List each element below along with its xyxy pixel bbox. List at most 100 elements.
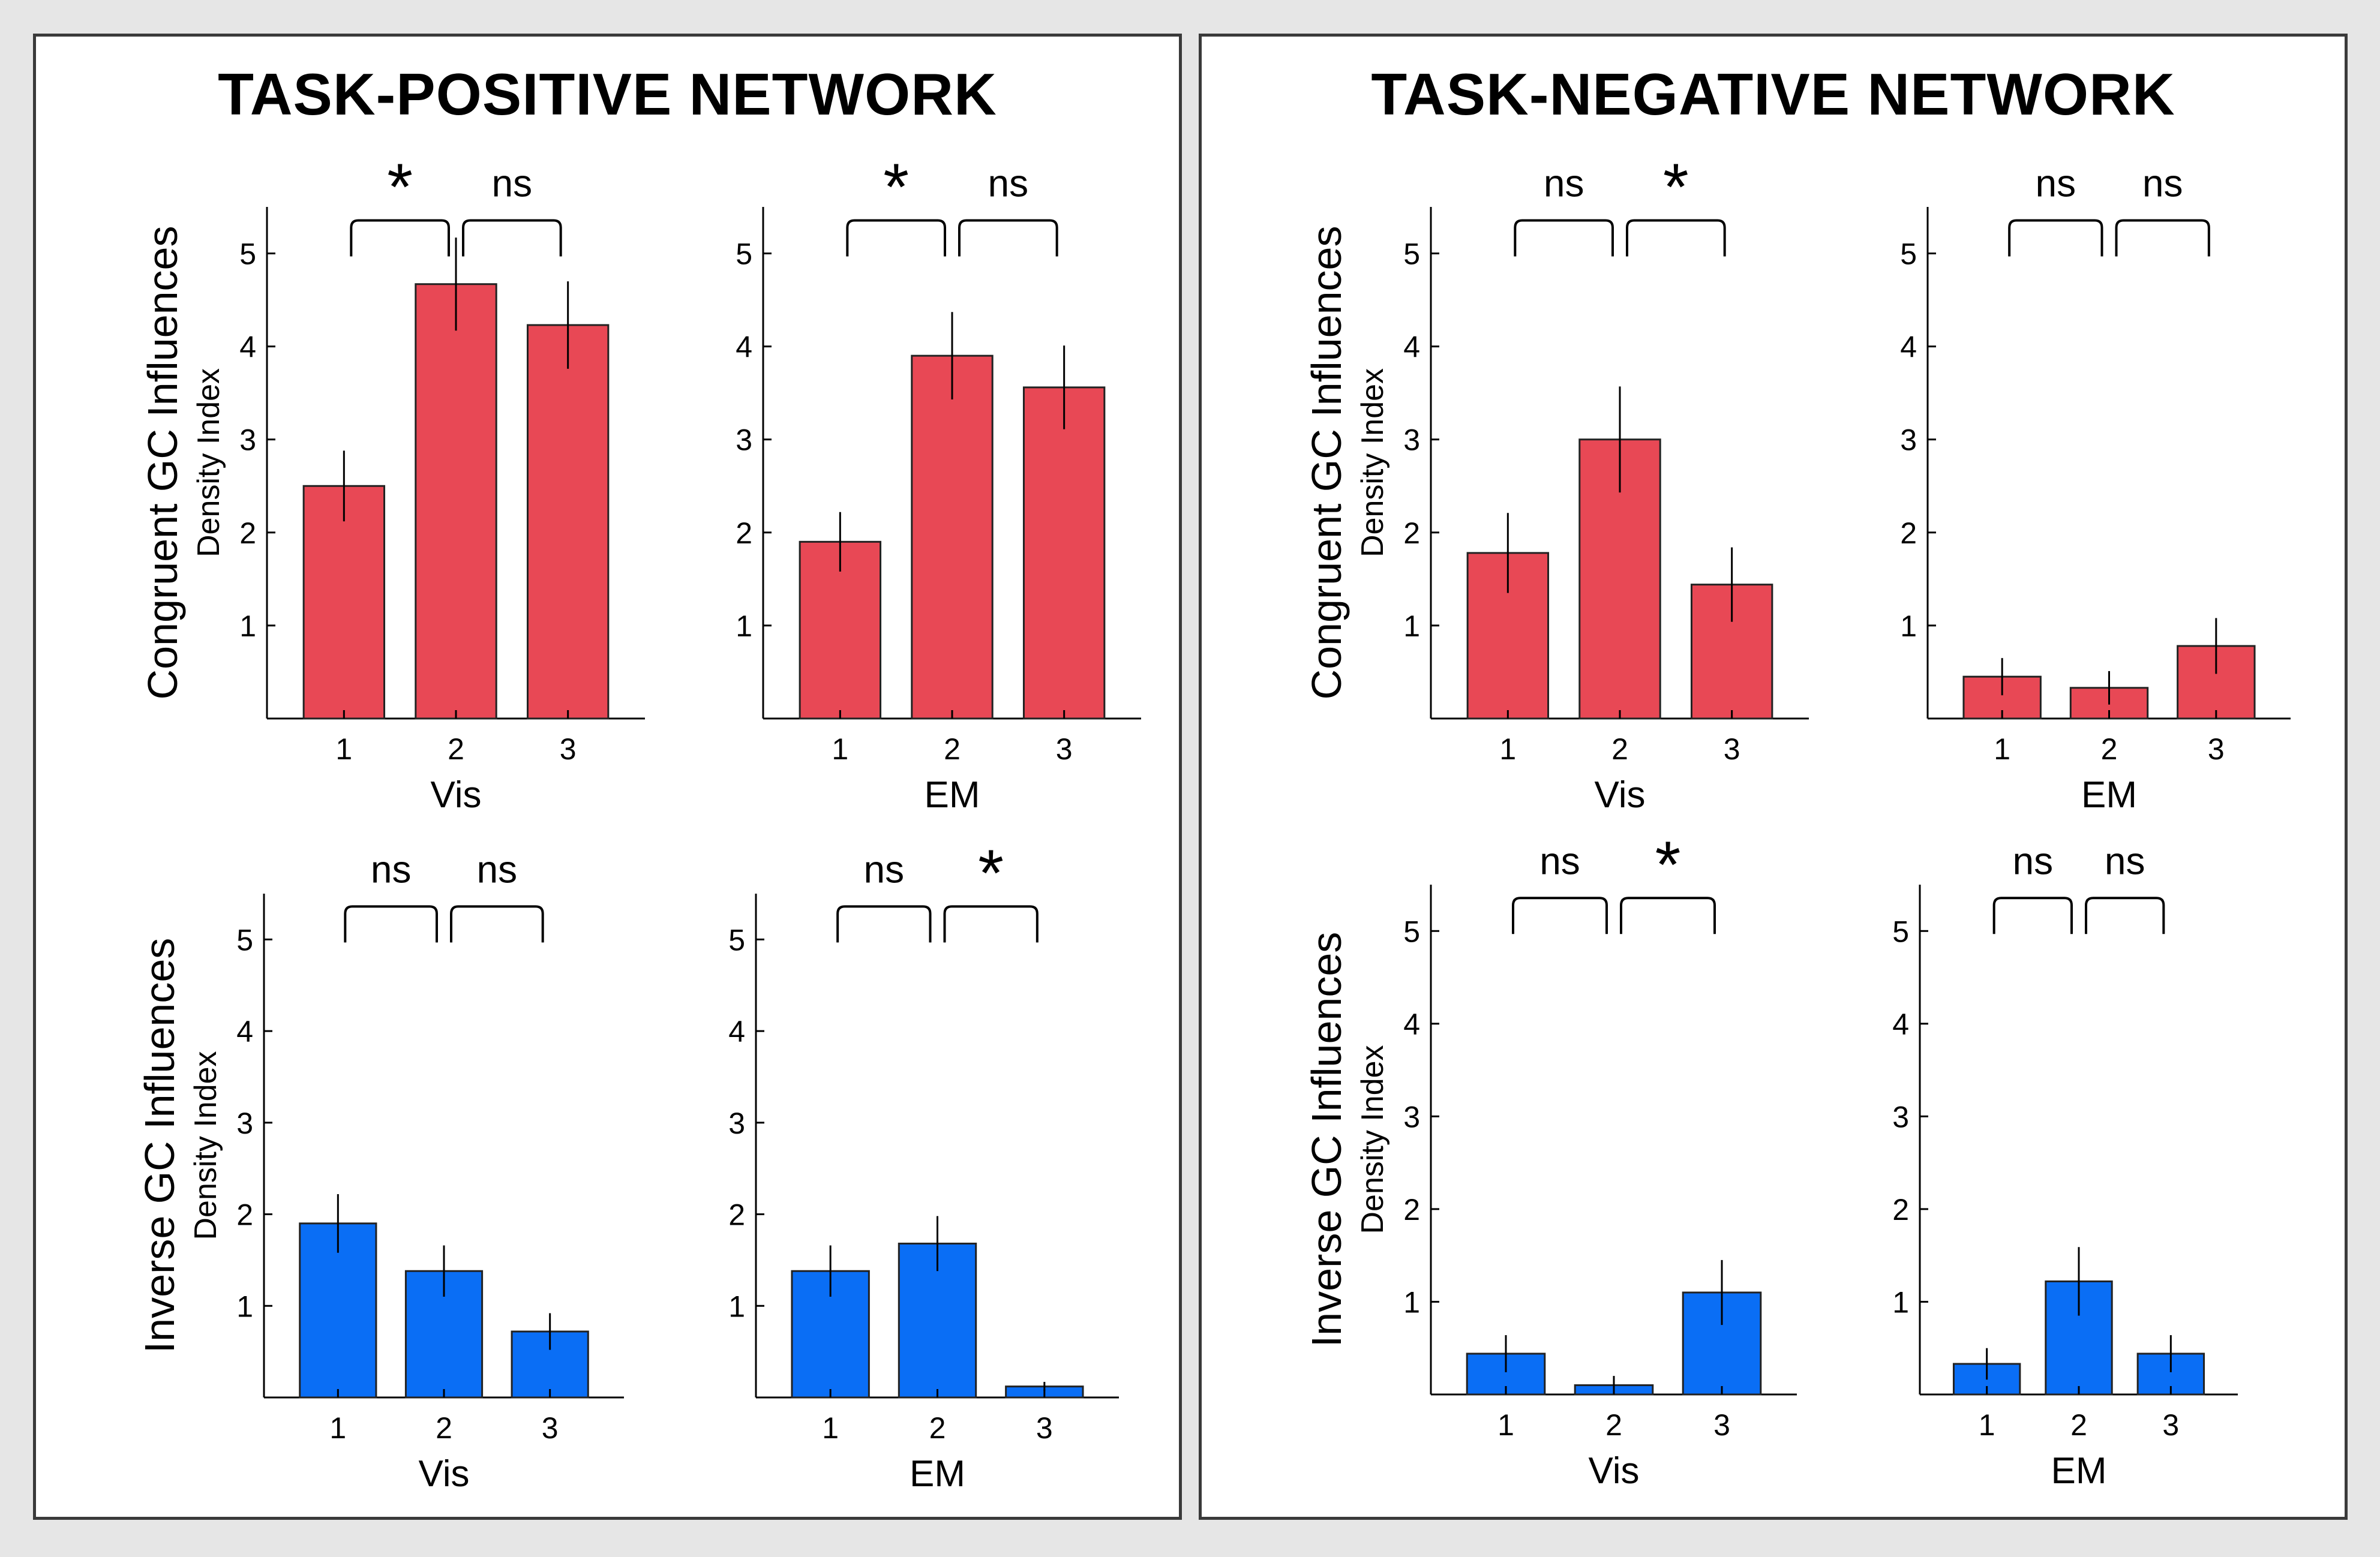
y-tick-label: 2	[736, 516, 752, 550]
significance-label: ns	[1539, 839, 1580, 882]
x-tick-label: 3	[1036, 1411, 1053, 1445]
task-positive-panel: TASK-POSITIVE NETWORK	[33, 34, 1182, 1520]
y-tick-label: 5	[1900, 238, 1917, 271]
significance-bracket	[2008, 219, 2103, 257]
x-tick-label: 1	[329, 1411, 346, 1445]
y-tick-label: 1	[1403, 1285, 1420, 1319]
significance-label: ns	[2036, 162, 2076, 205]
task-negative-panel: TASK-NEGATIVE NETWORK	[1199, 34, 2348, 1520]
bar-2	[415, 283, 497, 720]
significance-label: ns	[1544, 162, 1584, 205]
x-tick-label: 2	[929, 1411, 946, 1445]
x-axis-label: Vis	[1594, 774, 1645, 816]
significance-bracket	[836, 905, 932, 943]
x-tick-label: 2	[2101, 732, 2118, 766]
x-tick-label: 3	[560, 732, 577, 766]
x-axis-label: EM	[925, 774, 980, 816]
significance-bracket	[450, 905, 544, 943]
tnn-congruent-em-chart: 1 2 3 4 5 1 2 3 EM ns ns	[1900, 162, 2291, 816]
significance-bracket	[958, 219, 1058, 257]
x-tick-label: 3	[1724, 732, 1740, 766]
y-tick-label: 3	[1403, 423, 1420, 457]
y-tick-label: 5	[1403, 238, 1420, 271]
y-axis-sublabel: Density Index	[1355, 1045, 1390, 1234]
significance-bracket	[350, 219, 450, 257]
y-tick-label: 3	[1892, 1100, 1909, 1134]
x-tick-label: 3	[1713, 1408, 1730, 1442]
significance-bracket	[943, 905, 1039, 943]
x-tick-label: 1	[832, 732, 848, 766]
y-tick-label: 5	[1403, 915, 1420, 948]
y-tick-label: 2	[236, 1198, 253, 1232]
significance-label: *	[1655, 828, 1681, 901]
bar-3	[526, 324, 610, 720]
x-axis-label: Vis	[418, 1453, 469, 1495]
y-tick-label: 2	[239, 516, 256, 550]
tpn-inverse-em-chart: 1 2 3 4 5 1 2 3 EM ns *	[728, 836, 1119, 1495]
y-tick-label: 5	[736, 238, 752, 271]
significance-label: *	[883, 151, 909, 224]
y-tick-label: 5	[239, 238, 256, 271]
y-tick-label: 4	[728, 1015, 745, 1048]
significance-bracket	[2115, 219, 2210, 257]
x-tick-label: 1	[1499, 732, 1516, 766]
significance-bracket	[1626, 219, 1726, 257]
y-axis-sublabel: Density Index	[188, 1051, 223, 1240]
x-tick-label: 2	[944, 732, 961, 766]
y-tick-label: 1	[239, 609, 256, 643]
significance-label: ns	[988, 162, 1029, 205]
significance-label: ns	[864, 847, 905, 891]
y-tick-label: 4	[1403, 1008, 1420, 1041]
y-axis-label: Inverse GC Influences	[1303, 932, 1350, 1348]
y-tick-label: 3	[1403, 1100, 1420, 1134]
y-axis-label: Congruent GC Influences	[1303, 226, 1350, 700]
x-tick-label: 2	[436, 1411, 452, 1445]
y-axis-label: Inverse GC Influences	[136, 938, 183, 1354]
x-tick-label: 1	[1497, 1408, 1514, 1442]
tnn-inverse-em-chart: 1 2 3 4 5 1 2 3 EM ns ns	[1892, 839, 2238, 1492]
y-tick-label: 1	[736, 609, 752, 643]
y-tick-label: 1	[1403, 609, 1420, 643]
x-tick-label: 1	[1994, 732, 2010, 766]
x-tick-label: 1	[1979, 1408, 1995, 1442]
x-axis-label: EM	[2051, 1450, 2107, 1492]
tnn-inverse-vis-chart: 1 2 3 4 5 1 2 3 Vis Inverse GC Influences Density …	[1303, 828, 1797, 1492]
x-tick-label: 2	[2070, 1408, 2087, 1442]
x-tick-label: 1	[822, 1411, 839, 1445]
y-tick-label: 3	[728, 1107, 745, 1140]
y-tick-label: 1	[728, 1290, 745, 1323]
y-axis-sublabel: Density Index	[191, 368, 226, 557]
significance-bracket	[2085, 897, 2165, 934]
y-tick-label: 5	[236, 923, 253, 957]
y-tick-label: 4	[236, 1015, 253, 1048]
y-tick-label: 5	[1892, 915, 1909, 948]
y-tick-label: 2	[1892, 1193, 1909, 1227]
significance-bracket	[462, 219, 562, 257]
significance-bracket	[846, 219, 946, 257]
significance-label: ns	[477, 847, 518, 891]
x-axis-label: EM	[910, 1453, 965, 1495]
significance-label: ns	[2105, 839, 2145, 882]
x-tick-label: 3	[2208, 732, 2225, 766]
x-tick-label: 2	[1611, 732, 1628, 766]
y-tick-label: 2	[1403, 1193, 1420, 1227]
y-tick-label: 5	[728, 923, 745, 957]
y-tick-label: 4	[1403, 330, 1420, 364]
tpn-inverse-vis-chart: 1 2 3 4 5 1 2 3 Vis Inverse GC Influences Density …	[136, 847, 624, 1495]
y-axis-label: Congruent GC Influences	[139, 226, 186, 700]
y-tick-label: 2	[1900, 516, 1917, 550]
y-axis-sublabel: Density Index	[1355, 368, 1390, 557]
significance-label: ns	[492, 162, 533, 205]
x-tick-label: 3	[1056, 732, 1073, 766]
y-tick-label: 1	[1892, 1285, 1909, 1319]
task-negative-title: TASK-NEGATIVE NETWORK	[1371, 61, 2175, 127]
tpn-congruent-vis-chart: 1 2 3 4 5 1 2 3 Vis Congruent GC Influences Densit…	[139, 151, 645, 816]
significance-bracket	[1992, 897, 2073, 934]
x-axis-label: EM	[2081, 774, 2137, 816]
y-tick-label: 2	[728, 1198, 745, 1232]
x-tick-label: 2	[448, 732, 464, 766]
significance-label: ns	[2142, 162, 2183, 205]
y-tick-label: 4	[1900, 330, 1917, 364]
significance-label: *	[1663, 151, 1689, 224]
x-axis-label: Vis	[1588, 1450, 1639, 1492]
